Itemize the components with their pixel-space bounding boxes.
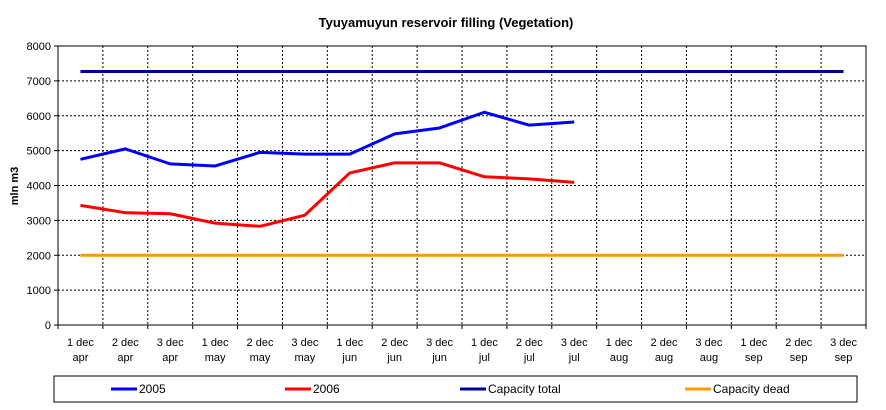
x-tick-label-month: aug bbox=[700, 352, 718, 364]
x-tick-label-month: may bbox=[250, 352, 271, 364]
y-tick-label: 2000 bbox=[27, 250, 51, 262]
y-tick-label: 3000 bbox=[27, 215, 51, 227]
y-tick-label: 7000 bbox=[27, 76, 51, 88]
legend-label-3: Capacity dead bbox=[713, 382, 790, 396]
x-tick-label-month: aug bbox=[655, 352, 673, 364]
x-tick-label-month: may bbox=[205, 352, 226, 364]
legend-entries: 2005 2006 Capacity total Capacity dead bbox=[111, 382, 790, 396]
x-tick-label: 1 dec bbox=[471, 337, 498, 349]
x-tick-label-month: jul bbox=[478, 352, 490, 364]
y-tick-label: 8000 bbox=[27, 41, 51, 53]
legend bbox=[53, 375, 858, 403]
x-tick-label-month: apr bbox=[72, 352, 88, 364]
y-tick-label: 6000 bbox=[27, 111, 51, 123]
x-tick-label-month: jul bbox=[523, 352, 535, 364]
x-tick-label-month: apr bbox=[117, 352, 133, 364]
x-tick-label-month: sep bbox=[835, 352, 853, 364]
x-tick-label: 2 dec bbox=[651, 337, 678, 349]
x-axis: 1 dec apr 2 dec apr 3 dec apr 1 dec may 2 dec may… bbox=[57, 325, 867, 364]
grid bbox=[58, 46, 866, 325]
x-tick-label: 1 dec bbox=[336, 337, 363, 349]
x-tick-label: 3 dec bbox=[561, 337, 588, 349]
x-tick-label: 1 dec bbox=[202, 337, 229, 349]
x-tick-label: 3 dec bbox=[830, 337, 857, 349]
x-tick-label-month: aug bbox=[610, 352, 628, 364]
x-tick-label: 2 dec bbox=[112, 337, 139, 349]
x-tick-label: 1 dec bbox=[606, 337, 633, 349]
x-tick-label: 3 dec bbox=[157, 337, 184, 349]
x-tick-label-month: may bbox=[294, 352, 315, 364]
x-tick-label: 3 dec bbox=[426, 337, 453, 349]
x-tick-label-month: jul bbox=[568, 352, 580, 364]
x-tick-label: 2 dec bbox=[785, 337, 812, 349]
legend-label-2: Capacity total bbox=[488, 382, 561, 396]
x-tick-label: 2 dec bbox=[516, 337, 543, 349]
x-tick-label: 1 dec bbox=[67, 337, 94, 349]
y-tick-label: 5000 bbox=[27, 146, 51, 158]
x-tick-label-month: sep bbox=[745, 352, 763, 364]
x-tick-label: 3 dec bbox=[291, 337, 318, 349]
y-axis: 0 1000 2000 3000 4000 5000 6000 7000 8000 bbox=[27, 41, 58, 332]
series-line-1 bbox=[80, 161, 575, 228]
series-line-0 bbox=[80, 110, 575, 168]
x-tick-label: 2 dec bbox=[247, 337, 274, 349]
x-tick-label: 1 dec bbox=[740, 337, 767, 349]
x-tick-label-month: sep bbox=[790, 352, 808, 364]
x-tick-label-month: jun bbox=[431, 352, 447, 364]
y-axis-label: mln m3 bbox=[9, 167, 21, 206]
y-tick-label: 4000 bbox=[27, 181, 51, 193]
x-tick-label: 3 dec bbox=[695, 337, 722, 349]
x-tick-label-month: jun bbox=[386, 352, 402, 364]
x-tick-label-month: apr bbox=[162, 352, 178, 364]
y-tick-label: 0 bbox=[45, 320, 51, 332]
x-tick-label: 2 dec bbox=[381, 337, 408, 349]
y-tick-label: 1000 bbox=[27, 285, 51, 297]
chart-title: Tyuyamuyun reservoir filling (Vegetation… bbox=[319, 15, 574, 30]
x-tick-label-month: jun bbox=[341, 352, 357, 364]
series-lines bbox=[80, 69, 844, 257]
legend-label-0: 2005 bbox=[139, 382, 166, 396]
legend-label-1: 2006 bbox=[313, 382, 340, 396]
